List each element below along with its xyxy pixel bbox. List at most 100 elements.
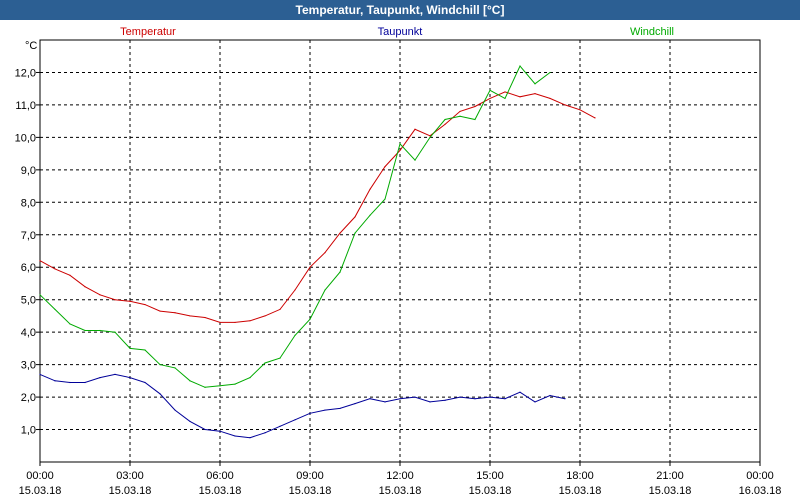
x-tick-date: 15.03.18 — [559, 485, 602, 497]
data-point-windchill — [204, 386, 206, 388]
data-point-temperatur — [549, 97, 551, 100]
data-point-taupunkt — [324, 409, 326, 411]
x-tick-time: 15:00 — [476, 470, 504, 482]
data-point-temperatur — [474, 105, 476, 108]
data-point-taupunkt — [429, 401, 431, 403]
x-tick-time: 00:00 — [746, 470, 774, 482]
data-point-temperatur — [594, 117, 596, 119]
data-point-taupunkt — [99, 377, 101, 379]
data-point-taupunkt — [414, 396, 416, 398]
legend-temperatur: Temperatur — [120, 26, 176, 38]
y-tick-label: 5,0 — [21, 295, 36, 307]
data-point-windchill — [294, 334, 296, 336]
data-point-windchill — [129, 347, 131, 349]
data-point-taupunkt — [369, 398, 371, 400]
data-point-temperatur — [324, 252, 326, 254]
data-point-windchill — [489, 89, 491, 91]
data-point-windchill — [114, 331, 116, 333]
data-point-windchill — [354, 232, 356, 234]
data-point-taupunkt — [219, 430, 221, 432]
data-point-taupunkt — [309, 412, 311, 414]
x-tick-time: 00:00 — [26, 470, 54, 482]
data-point-windchill — [399, 143, 401, 145]
data-point-temperatur — [174, 312, 176, 314]
x-tick-date: 15.03.18 — [19, 485, 62, 497]
data-point-temperatur — [84, 286, 86, 288]
data-point-temperatur — [534, 92, 536, 95]
legend-windchill: Windchill — [630, 26, 674, 38]
data-point-windchill — [39, 294, 41, 296]
data-point-taupunkt — [519, 391, 521, 393]
data-point-temperatur — [384, 166, 386, 168]
data-point-temperatur — [354, 216, 356, 218]
x-tick-time: 09:00 — [296, 470, 324, 482]
data-point-windchill — [429, 136, 431, 138]
series-points-windchill — [39, 65, 551, 388]
x-tick-date: 15.03.18 — [289, 485, 332, 497]
data-point-windchill — [159, 364, 161, 366]
data-point-windchill — [234, 383, 236, 385]
data-point-taupunkt — [39, 373, 41, 375]
y-tick-label: 8,0 — [21, 197, 36, 209]
data-point-taupunkt — [399, 398, 401, 400]
data-point-temperatur — [369, 188, 371, 190]
y-tick-label: 11,0 — [15, 100, 36, 112]
series-line-temperatur — [39, 91, 596, 323]
data-point-temperatur — [189, 315, 191, 317]
data-point-temperatur — [429, 135, 431, 137]
data-point-windchill — [534, 83, 536, 85]
data-point-taupunkt — [279, 425, 281, 427]
data-point-taupunkt — [189, 420, 191, 423]
data-point-windchill — [189, 380, 191, 382]
data-point-temperatur — [399, 149, 401, 151]
x-tick-date: 15.03.18 — [199, 485, 242, 497]
data-point-taupunkt — [69, 381, 71, 384]
data-point-windchill — [249, 377, 251, 379]
data-point-windchill — [504, 97, 506, 100]
data-point-temperatur — [444, 123, 446, 125]
data-point-taupunkt — [234, 435, 236, 437]
data-point-windchill — [54, 308, 56, 311]
data-point-windchill — [369, 214, 371, 216]
data-point-taupunkt — [339, 407, 341, 410]
data-point-temperatur — [204, 316, 206, 319]
data-point-taupunkt — [474, 398, 476, 400]
x-tick-time: 12:00 — [386, 470, 414, 482]
data-point-temperatur — [219, 321, 221, 324]
y-tick-label: 10,0 — [15, 132, 36, 144]
data-point-temperatur — [264, 315, 266, 317]
data-point-windchill — [414, 159, 416, 161]
data-point-taupunkt — [204, 428, 206, 431]
data-point-temperatur — [159, 310, 161, 312]
data-point-taupunkt — [294, 419, 296, 421]
data-point-taupunkt — [354, 402, 356, 405]
data-point-taupunkt — [384, 401, 386, 403]
data-point-temperatur — [144, 303, 146, 306]
data-point-windchill — [519, 65, 521, 67]
data-point-temperatur — [579, 109, 581, 111]
data-point-temperatur — [309, 266, 311, 268]
data-point-taupunkt — [444, 399, 446, 401]
data-point-windchill — [474, 118, 476, 121]
x-tick-time: 21:00 — [656, 470, 684, 482]
data-point-temperatur — [54, 268, 56, 270]
series-line-taupunkt — [39, 373, 566, 439]
series-points-temperatur — [39, 91, 596, 324]
data-point-taupunkt — [114, 373, 116, 375]
data-point-windchill — [174, 367, 176, 369]
data-point-windchill — [144, 349, 146, 351]
data-point-windchill — [219, 385, 221, 387]
data-point-taupunkt — [549, 394, 551, 397]
data-point-windchill — [384, 198, 386, 200]
data-point-temperatur — [519, 96, 521, 98]
data-point-temperatur — [234, 321, 236, 324]
data-point-taupunkt — [534, 401, 536, 403]
data-point-taupunkt — [264, 432, 266, 434]
data-point-windchill — [459, 115, 461, 117]
data-point-windchill — [264, 362, 266, 364]
data-point-windchill — [324, 289, 326, 291]
x-tick-time: 06:00 — [206, 470, 234, 482]
data-point-temperatur — [564, 104, 566, 106]
